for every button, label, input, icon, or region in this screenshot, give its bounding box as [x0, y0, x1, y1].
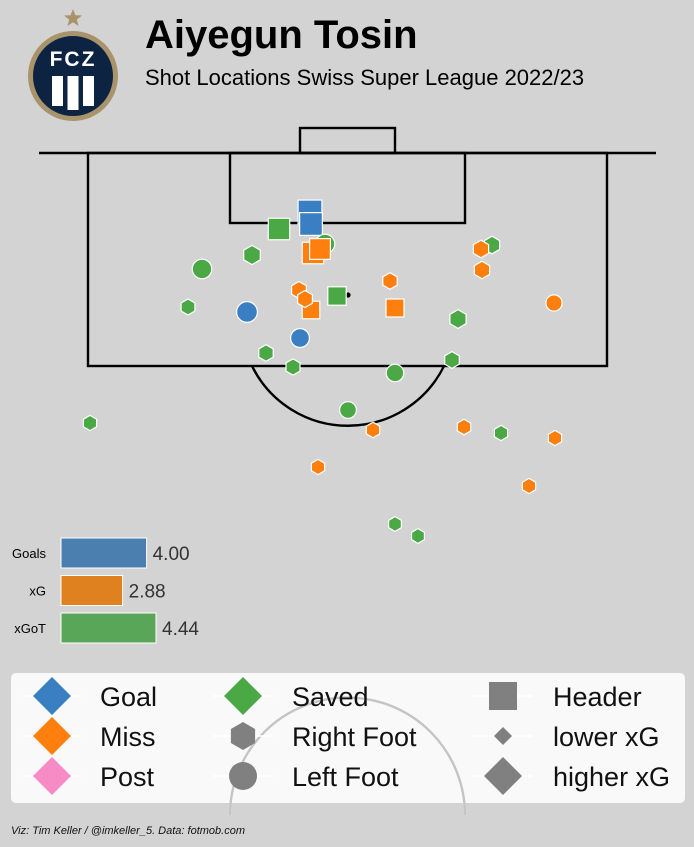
- shot-saved: [385, 363, 405, 383]
- penalty-arc: [250, 365, 446, 427]
- shot-saved: [444, 350, 460, 370]
- shot-saved: [285, 358, 301, 376]
- summary-bar: [60, 575, 124, 606]
- shot-saved: [493, 424, 509, 442]
- bar-value: 4.44: [162, 619, 199, 640]
- legend-label: higher xG: [553, 762, 670, 792]
- pitch: [39, 126, 656, 427]
- shot-saved: [180, 298, 196, 316]
- legend-label: Right Foot: [292, 722, 417, 752]
- club-logo: FCZ: [28, 9, 118, 121]
- shot-goal: [299, 212, 323, 236]
- player-name: Aiyegun Tosin: [145, 13, 418, 57]
- shot-miss: [385, 298, 405, 318]
- shot-markers: [82, 199, 563, 545]
- legend-label: Header: [553, 682, 642, 712]
- shot-miss: [297, 289, 313, 309]
- shot-goal: [290, 328, 310, 348]
- summary-bars: Goals 4.00 xG 2.88 xGoT 4.44: [12, 537, 199, 644]
- shot-saved: [82, 414, 98, 432]
- legend-marker-circle: [229, 762, 257, 790]
- shot-saved: [258, 344, 274, 362]
- legend-marker-diamond: [224, 677, 262, 715]
- bar-value: 2.88: [129, 582, 166, 603]
- summary-bar: [60, 612, 157, 644]
- legend-label: Saved: [292, 682, 369, 712]
- center-circle-arc-over-legend: [228, 696, 467, 816]
- six-yard-box: [228, 151, 467, 225]
- legend-marker-hexagon: [230, 722, 256, 750]
- shot-saved: [191, 258, 213, 280]
- credit-text: Viz: Tim Keller / @imkeller_5. Data: fot…: [11, 825, 245, 837]
- legend: Goal Miss Post Saved Right Foot Left Foot Head…: [22, 677, 670, 795]
- shot-saved: [339, 401, 358, 420]
- shot-saved: [411, 527, 425, 545]
- shot-miss: [365, 421, 381, 439]
- shot-miss: [521, 477, 537, 495]
- legend-marker-square: [489, 682, 517, 710]
- bar-label: xGoT: [14, 621, 46, 636]
- shot-miss: [456, 418, 472, 436]
- legend-marker-diamond: [33, 757, 71, 795]
- legend-label: Left Foot: [292, 762, 399, 792]
- legend-marker-diamond: [484, 757, 522, 795]
- bar-label: Goals: [12, 546, 46, 561]
- goal-frame: [298, 126, 397, 155]
- summary-bar: [60, 537, 148, 569]
- legend-label: Miss: [100, 722, 156, 752]
- shot-saved: [267, 217, 291, 241]
- legend-label: Goal: [100, 682, 157, 712]
- club-logo-text: FCZ: [50, 48, 97, 71]
- bar-label: xG: [29, 584, 46, 599]
- legend-label: lower xG: [553, 722, 660, 752]
- shot-saved: [388, 515, 402, 533]
- shot-miss: [309, 238, 331, 260]
- shot-miss: [472, 239, 490, 259]
- shot-miss: [473, 260, 491, 280]
- shot-miss: [382, 272, 398, 290]
- legend-label: Post: [100, 762, 155, 792]
- shot-miss: [545, 294, 563, 312]
- legend-marker-diamond: [33, 677, 71, 715]
- shot-miss: [310, 458, 326, 476]
- star-icon: [64, 9, 82, 26]
- legend-marker-diamond: [33, 717, 71, 755]
- shot-saved: [327, 286, 347, 306]
- penalty-box: [86, 151, 609, 368]
- shot-miss: [547, 429, 563, 447]
- chart-subtitle: Shot Locations Swiss Super League 2022/2…: [145, 65, 584, 90]
- shot-saved: [449, 308, 467, 330]
- legend-marker-diamond: [494, 727, 512, 745]
- bar-value: 4.00: [153, 544, 190, 565]
- shot-saved: [243, 244, 261, 266]
- shot-goal: [236, 301, 258, 323]
